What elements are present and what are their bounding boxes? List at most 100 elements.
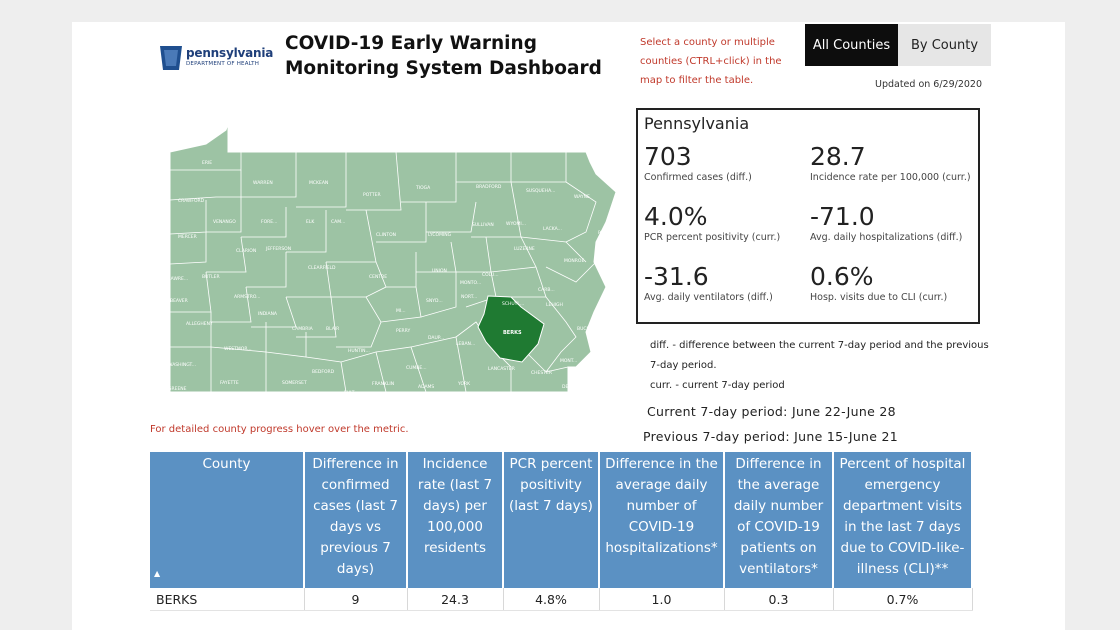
state-summary-card: Pennsylvania 703 Confirmed cases (diff.)… [636,108,980,324]
county-label-snyd: SNYD... [426,298,443,304]
metric-value: 0.6% [810,262,874,291]
column-header-label: Percent of hospital emergency department… [839,456,966,577]
county-label-monto: MONTO... [460,280,481,286]
pa-map-svg[interactable]: BERKS ERIE WARREN MCKEAN POTTER TIOGA BRADFOR… [166,122,617,396]
table-row[interactable]: BERKS 9 24.3 4.8% 1.0 0.3 0.7% [150,588,973,611]
cell-cli-visits: 0.7% [833,588,973,611]
all-counties-button[interactable]: All Counties [805,24,898,66]
table-header-row: County ▲ Difference in confirmed cases (… [150,452,973,588]
county-label-somerset: SOMERSET [282,380,307,386]
county-label-armstro: ARMSTRO... [234,294,260,300]
county-label-fayette: FAYETTE [220,380,239,386]
logo-name: pennsylvania [186,46,274,60]
county-label-centre: CENTRE [369,274,387,280]
county-label-lycoming: LYCOMING [428,232,452,238]
column-header-label: Incidence rate (last 7 days) per 100,000… [417,456,493,556]
metric-cli-visits[interactable]: 0.6% Hosp. visits due to CLI (curr.) [810,262,980,304]
county-label-crawford: CRAWFORD [178,198,205,204]
county-label-bradford: BRADFORD [476,184,502,190]
county-label-warren: WARREN [253,180,273,186]
by-county-button[interactable]: By County [898,24,991,66]
metric-label: Hosp. visits due to CLI (curr.) [810,292,948,303]
county-label-mckean: MCKEAN [309,180,328,186]
county-label-cumbe: CUMBE... [406,365,427,371]
metric-value: -71.0 [810,202,875,231]
county-label-wyomi: WYOMI... [506,221,526,227]
county-label-elk: ELK [306,219,315,225]
berks-map-label: BERKS [503,330,522,336]
metric-hospitalizations[interactable]: -71.0 Avg. daily hospitalizations (diff.… [810,202,980,244]
county-label-luzerne: LUZERNE [514,246,535,252]
cell-incidence: 24.3 [407,588,504,611]
metric-legend: diff. - difference between the current 7… [650,336,1000,396]
county-label-washingt: WASHINGT... [168,362,196,368]
column-header-label: Difference in the average daily number o… [733,456,824,577]
column-header-label: Difference in confirmed cases (last 7 da… [312,456,399,577]
hover-note: For detailed county progress hover over … [150,424,409,435]
county-label-clarion: CLARION [236,248,256,254]
county-label-mi: MI... [396,308,406,314]
metric-incidence-rate[interactable]: 28.7 Incidence rate per 100,000 (curr.) [810,142,980,184]
county-label-cam: CAM... [331,219,345,225]
column-header-incidence[interactable]: Incidence rate (last 7 days) per 100,000… [407,452,504,588]
map-filter-hint: Select a county or multiple counties (CT… [640,37,782,86]
county-label-leban: LEBAN... [456,341,475,347]
metric-pcr-positivity[interactable]: 4.0% PCR percent positivity (curr.) [644,202,814,244]
metric-confirmed-cases[interactable]: 703 Confirmed cases (diff.) [644,142,814,184]
metric-value: 28.7 [810,142,866,171]
county-label-indiana: INDIANA [258,311,278,317]
county-label-wayne: WAYNE [574,194,590,200]
state-summary-title: Pennsylvania [644,114,750,133]
county-borders [169,151,597,393]
county-label-daup: DAUP... [428,335,444,341]
column-header-ventilators[interactable]: Difference in the average daily number o… [724,452,834,588]
logo-subtitle: DEPARTMENT OF HEALTH [186,61,260,67]
county-label-butler: BUTLER [202,274,220,280]
county-label-lacka: LACKA... [543,226,562,232]
county-label-venango: VENANGO [213,219,236,225]
county-label-bucks: BUCKS [577,326,592,332]
column-header-hospitalizations[interactable]: Difference in the average daily number o… [599,452,725,588]
metric-label: Confirmed cases (diff.) [644,172,752,183]
county-label-erie: ERIE [202,160,212,166]
county-label-potter: POTTER [363,192,381,198]
county-label-perry: PERRY [396,328,411,334]
column-header-case-diff[interactable]: Difference in confirmed cases (last 7 da… [304,452,408,588]
page-title: COVID-19 Early Warning Monitoring System… [285,33,602,79]
metric-label: Avg. daily ventilators (diff.) [644,292,773,303]
current-period: Current 7-day period: June 22-June 28 [647,404,896,419]
county-label-union: UNION [432,268,447,274]
cell-hospitalizations: 1.0 [599,588,725,611]
county-label-colu: COLU... [482,272,499,278]
county-metrics-table: County ▲ Difference in confirmed cases (… [150,452,973,611]
column-header-county[interactable]: County ▲ [150,452,305,588]
column-header-label: Difference in the average daily number o… [605,456,718,556]
cell-county: BERKS [150,588,305,611]
county-label-mercer: MERCER [178,234,197,240]
sort-ascending-icon[interactable]: ▲ [154,569,161,578]
county-label-del: DEL... [562,384,575,390]
county-label-mont: MONT... [560,358,577,364]
metric-label: PCR percent positivity (curr.) [644,232,781,243]
county-label-monroe: MONROE [564,258,584,264]
column-header-pcr-positivity[interactable]: PCR percent positivity (last 7 days) [503,452,600,588]
county-map[interactable]: BERKS ERIE WARREN MCKEAN POTTER TIOGA BRADFOR… [166,122,617,396]
county-label-pike: PIKE [598,230,608,236]
cell-case-diff: 9 [304,588,408,611]
county-label-franklin: FRANKLIN [372,381,394,387]
column-header-label: PCR percent positivity (last 7 days) [509,456,593,514]
county-label-adams: ADAMS [418,384,434,390]
legend-diff-line1: diff. - difference between the current 7… [650,340,989,351]
county-berks-selected[interactable] [477,295,545,363]
county-label-carb: CARB... [538,287,555,293]
metric-value: 703 [644,142,692,171]
metric-ventilators[interactable]: -31.6 Avg. daily ventilators (diff.) [644,263,814,304]
county-label-clearfield: CLEARFIELD [308,265,336,271]
legend-curr: curr. - current 7-day period [650,380,785,391]
dashboard-canvas: pennsylvania DEPARTMENT OF HEALTH COVID-… [72,22,1065,630]
county-label-lawre: LAWRE... [168,276,188,282]
county-label-fore: FORE... [261,219,277,225]
column-header-cli-visits[interactable]: Percent of hospital emergency department… [833,452,973,588]
pa-health-logo: pennsylvania DEPARTMENT OF HEALTH [158,44,273,74]
metric-value: 4.0% [644,202,708,231]
